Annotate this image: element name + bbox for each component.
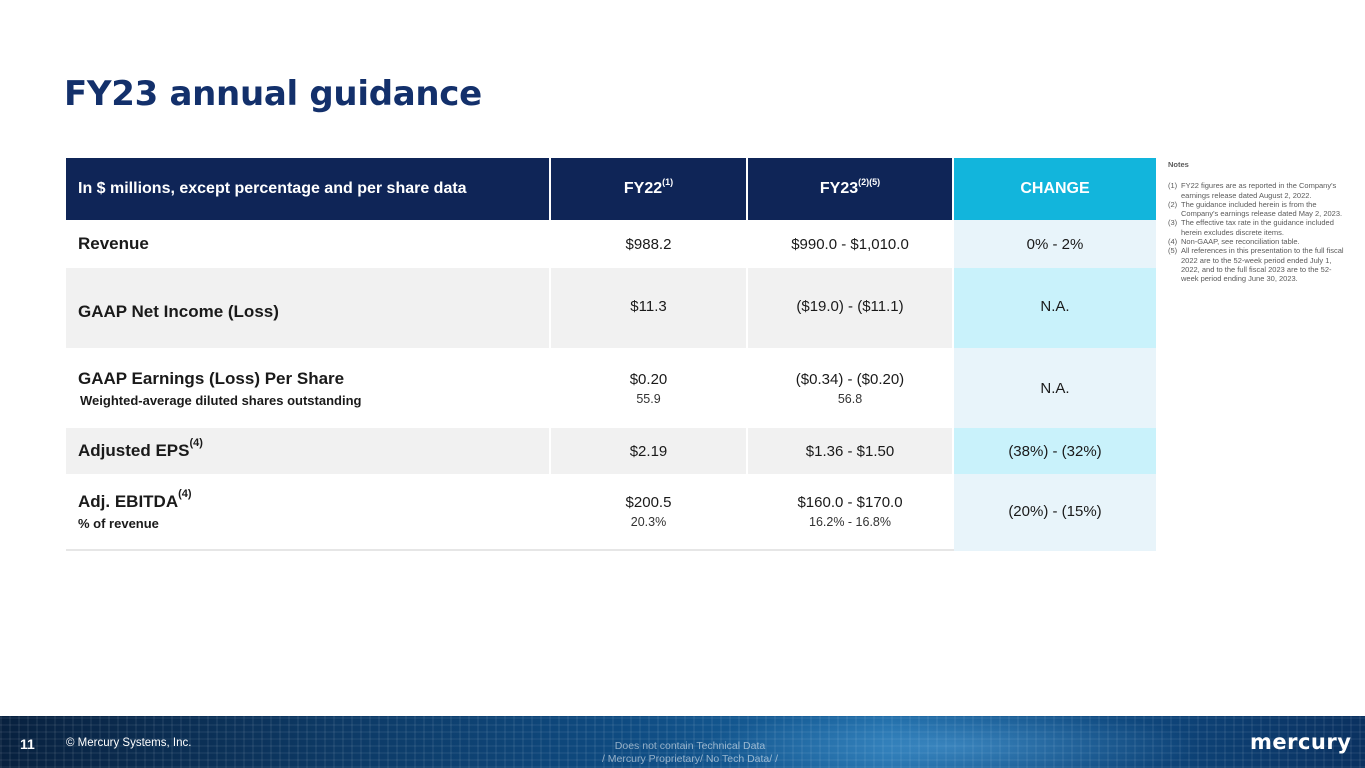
mercury-logo: mercury — [1250, 730, 1352, 754]
row-label: GAAP Net Income (Loss) — [78, 302, 279, 321]
page-number: 11 — [20, 736, 35, 752]
table-row-adj-ebitda: Adj. EBITDA(4) % of revenue $200.5 20.3%… — [66, 474, 1156, 551]
table-row-adjusted-eps: Adjusted EPS(4) $2.19 $1.36 - $1.50 (38%… — [66, 428, 1156, 474]
fy23-value: $1.36 - $1.50 — [805, 442, 895, 460]
notes-title: Notes — [1168, 160, 1189, 169]
change-value: (38%) - (32%) — [1008, 442, 1102, 460]
notes-panel: Notes (1) FY22 figures are as reported in… — [1168, 160, 1348, 284]
row-label: Adjusted EPS(4) — [78, 437, 203, 460]
page-title: FY23 annual guidance — [64, 74, 482, 114]
table-row-revenue: Revenue $988.2 $990.0 - $1,010.0 0% - 2% — [66, 220, 1156, 268]
note-item: (3) The effective tax rate in the guidanc… — [1168, 218, 1334, 237]
row-label: GAAP Earnings (Loss) Per Share — [78, 368, 345, 388]
fy22-value: $988.2 — [625, 235, 672, 253]
footer-glow — [700, 716, 1200, 768]
footer-bar: 11 © Mercury Systems, Inc. Does not cont… — [0, 716, 1365, 768]
note-item: (2) The guidance included herein is from … — [1168, 199, 1343, 219]
fy22-subvalue: 20.3% — [630, 515, 667, 529]
fy22-value: $200.5 — [625, 494, 672, 511]
fy23-value: ($0.34) - ($0.20) — [795, 370, 905, 388]
header-fy23: FY23(2)(5) — [747, 158, 954, 220]
guidance-table: In $ millions, except percentage and per… — [66, 158, 1156, 551]
fy23-subvalue: 16.2% - 16.8% — [809, 515, 891, 529]
change-value: N.A. — [1040, 297, 1070, 315]
note-item: (1) FY22 figures are as reported in the C… — [1168, 181, 1337, 200]
fy23-value: $160.0 - $170.0 — [797, 494, 903, 511]
circuit-pattern — [0, 716, 1365, 768]
header-description: In $ millions, except percentage and per… — [66, 158, 551, 220]
change-value: N.A. — [1040, 379, 1070, 397]
row-label: Revenue — [78, 234, 149, 253]
header-change: CHANGE — [953, 158, 1156, 220]
classification-marking: Does not contain Technical Data / Mercur… — [601, 740, 779, 765]
fy22-subvalue: 55.9 — [636, 391, 661, 406]
fy23-subvalue: 56.8 — [837, 391, 863, 406]
row-label: Adj. EBITDA(4) — [78, 488, 192, 511]
fy23-value: ($19.0) - ($11.1) — [796, 297, 904, 315]
fy22-value: $11.3 — [630, 297, 667, 315]
copyright-text: © Mercury Systems, Inc. — [66, 737, 192, 749]
table-row-gaap-eps: GAAP Earnings (Loss) Per Share Weighted-… — [66, 348, 1156, 428]
change-value: (20%) - (15%) — [1008, 503, 1102, 520]
change-value: 0% - 2% — [1026, 235, 1084, 253]
header-fy22: FY22(1) — [550, 158, 748, 220]
table-row-gaap-net-income: GAAP Net Income (Loss) $11.3 ($19.0) - (… — [66, 268, 1156, 348]
fy23-value: $990.0 - $1,010.0 — [791, 235, 909, 253]
note-item: (5) All references in this presentation t… — [1168, 246, 1344, 284]
row-sublabel: % of revenue — [78, 516, 159, 531]
fy22-value: $2.19 — [629, 442, 668, 460]
table-header-row: In $ millions, except percentage and per… — [66, 158, 1156, 220]
note-item: (4) Non-GAAP, see reconciliation table. — [1168, 237, 1300, 247]
fy22-value: $0.20 — [629, 370, 668, 388]
row-sublabel: Weighted-average diluted shares outstand… — [80, 392, 362, 408]
